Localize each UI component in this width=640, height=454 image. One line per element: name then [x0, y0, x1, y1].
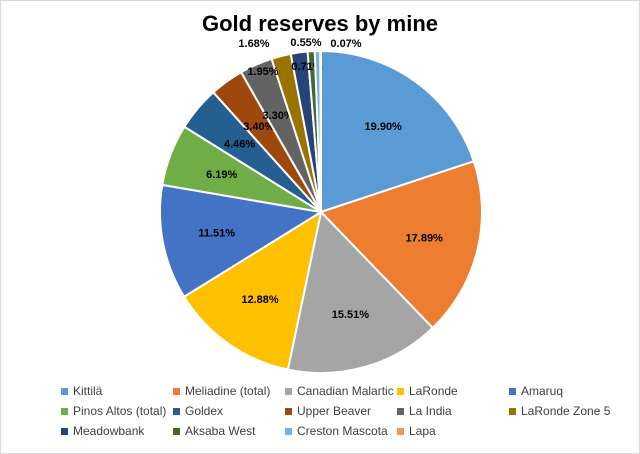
legend-label: La India	[409, 404, 452, 418]
data-label-la-india: 3.30%	[262, 110, 293, 122]
legend-item-la-india: La India	[397, 403, 509, 419]
legend-swatch	[173, 427, 180, 435]
data-label-creston-mascota: 0.55%	[290, 37, 321, 49]
legend-swatch	[173, 407, 180, 415]
legend-item-meadowbank: Meadowbank	[61, 423, 173, 439]
data-label-meadowbank: 1.68%	[238, 38, 269, 50]
legend-swatch	[61, 407, 68, 415]
legend-item-lapa: Lapa	[397, 423, 509, 439]
legend-label: Meliadine (total)	[185, 384, 271, 398]
legend: Kittilä Meliadine (total) Canadian Malarti…	[61, 383, 621, 439]
legend-label: Goldex	[185, 404, 224, 418]
legend-label: Amaruq	[521, 384, 564, 398]
legend-item-laronde: LaRonde	[397, 383, 509, 399]
legend-swatch	[285, 407, 292, 415]
legend-item-meliadine-total: Meliadine (total)	[173, 383, 285, 399]
legend-swatch	[61, 387, 68, 395]
pie-slice-kittil	[320, 49, 476, 214]
data-label-lapa: 0.07%	[330, 38, 361, 50]
pie-slice-laronde	[182, 209, 323, 371]
pie-chart: 19.90% 17.89% 15.51% 12.88% 11.51% 6.19% 4.46%…	[159, 37, 483, 374]
pie-slice-canadian-malartic	[286, 209, 435, 374]
legend-swatch	[397, 427, 404, 435]
data-label-laronde: 12.88%	[241, 294, 279, 306]
legend-swatch	[173, 387, 180, 395]
legend-label: Kittilä	[73, 384, 103, 398]
legend-item-laronde-zone-5: LaRonde Zone 5	[509, 403, 621, 419]
data-label-pinos-altos-total: 6.19%	[206, 169, 237, 181]
legend-item-aksaba-west: Aksaba West	[173, 423, 285, 439]
legend-swatch	[509, 387, 516, 395]
legend-swatch	[397, 407, 404, 415]
data-label-upper-beaver: 3.40%	[243, 121, 274, 133]
legend-swatch	[61, 427, 68, 435]
legend-label: Aksaba West	[185, 424, 256, 438]
data-label-goldex: 4.46%	[224, 139, 255, 151]
legend-label: Upper Beaver	[297, 404, 372, 418]
pie-slice-meliadine-total	[319, 160, 483, 330]
legend-label: Meadowbank	[73, 424, 145, 438]
legend-item-goldex: Goldex	[173, 403, 285, 419]
legend-item-kittil: Kittilä	[61, 383, 173, 399]
pie-slice-lapa	[319, 49, 322, 213]
legend-swatch	[397, 387, 404, 395]
legend-swatch	[509, 407, 516, 415]
legend-label: Pinos Altos (total)	[73, 404, 167, 418]
data-label-amaruq: 11.51%	[198, 227, 235, 239]
legend-label: LaRonde Zone 5	[521, 404, 611, 418]
pie-slice-amaruq	[159, 183, 324, 299]
legend-item-creston-mascota: Creston Mascota	[285, 423, 397, 439]
legend-label: Canadian Malartic	[297, 384, 394, 398]
chart-title: Gold reserves by mine	[202, 11, 438, 36]
legend-item-pinos-altos-total: Pinos Altos (total)	[61, 403, 173, 419]
data-label-laronde-zone-5: 1.95%	[247, 66, 278, 78]
legend-swatch	[285, 387, 292, 395]
legend-label: LaRonde	[409, 384, 458, 398]
legend-label: Lapa	[409, 424, 436, 438]
legend-swatch	[285, 427, 292, 435]
legend-item-canadian-malartic: Canadian Malartic	[285, 383, 397, 399]
data-label-kittil: 19.90%	[365, 121, 403, 133]
data-label-canadian-malartic: 15.51%	[332, 309, 370, 321]
legend-item-upper-beaver: Upper Beaver	[285, 403, 397, 419]
legend-item-amaruq: Amaruq	[509, 383, 621, 399]
legend-label: Creston Mascota	[297, 424, 388, 438]
data-label-meliadine-total: 17.89%	[406, 232, 444, 244]
